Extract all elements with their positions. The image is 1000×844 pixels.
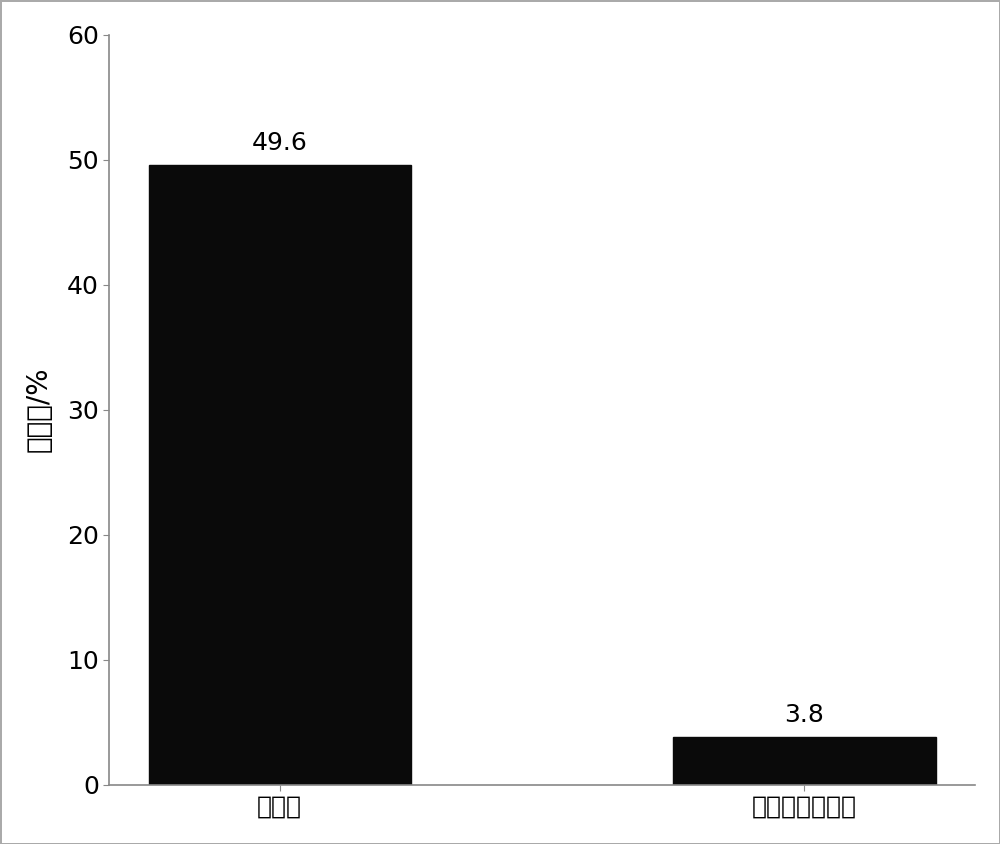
- Bar: [673, 737, 936, 785]
- Text: 3.8: 3.8: [785, 703, 824, 727]
- Text: 49.6: 49.6: [252, 131, 308, 154]
- Y-axis label: 发病率/%: 发病率/%: [25, 367, 53, 452]
- Bar: [149, 165, 411, 785]
